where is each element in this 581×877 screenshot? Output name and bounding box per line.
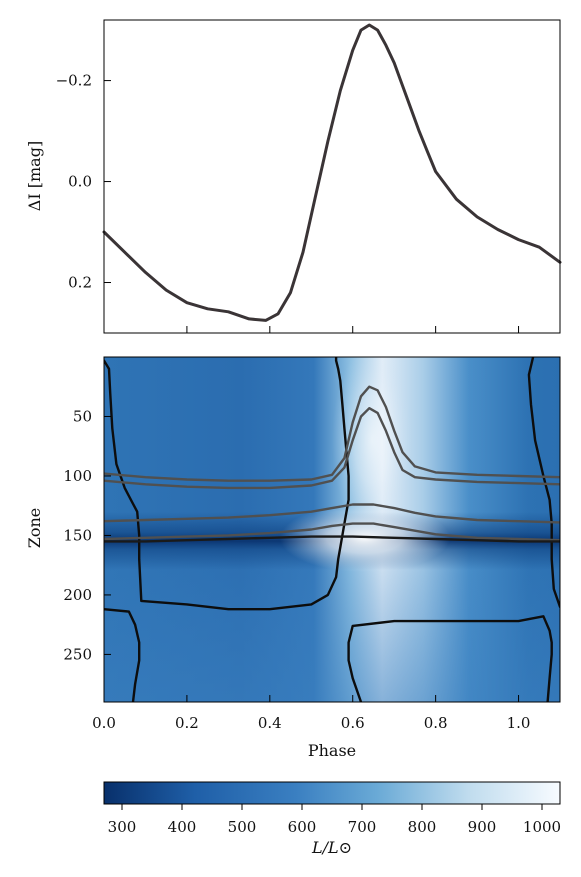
contour-line [104, 407, 560, 490]
contour-line [104, 608, 141, 702]
heatmap-contours [104, 357, 560, 702]
light-curve-plot-area [102, 23, 562, 322]
colorbar-tick-label: 600 [288, 818, 317, 836]
light-curve-panel: −0.2 0.0 0.2 ΔI [mag] [25, 19, 562, 334]
colorbar-tick-label: 500 [228, 818, 257, 836]
colorbar-tick-label: 800 [408, 818, 437, 836]
colorbar-tick-label: 300 [108, 818, 137, 836]
heatmap-xlabel: Phase [308, 741, 356, 760]
contour-line [104, 503, 560, 524]
heatmap-ytick-label: 100 [63, 467, 92, 485]
light-curve-frame [103, 19, 561, 334]
light-curve-ytick-label: −0.2 [56, 72, 92, 90]
heatmap-panel: 50 100 150 200 250 0.0 0.2 0.4 0.6 0.8 1.0 Zone Ph… [25, 356, 561, 760]
light-curve-ylabel: ΔI [mag] [25, 141, 44, 211]
light-curve-ytick-label: 0.0 [68, 173, 92, 191]
heatmap-xtick-label: 1.0 [507, 714, 531, 732]
colorbar-tick-label: 700 [348, 818, 377, 836]
heatmap-ytick-label: 200 [63, 586, 92, 604]
contour-line [104, 385, 560, 482]
heatmap-ticks: 50 100 150 200 250 0.0 0.2 0.4 0.6 0.8 1.0 [63, 407, 530, 732]
contour-line [104, 522, 560, 542]
heatmap-xtick-label: 0.6 [341, 714, 365, 732]
heatmap-ytick-label: 50 [73, 407, 92, 425]
heatmap-frame [103, 356, 561, 703]
colorbar-gradient [103, 781, 561, 805]
contour-line [347, 615, 553, 702]
colorbar-tick-label: 1000 [523, 818, 561, 836]
colorbar: 300 400 500 600 700 800 900 1000 L/L⊙ [103, 781, 561, 857]
colorbar-label: L/L⊙ [311, 838, 352, 857]
heatmap-xtick-label: 0.0 [92, 714, 116, 732]
heatmap-bright-column [332, 357, 412, 535]
heatmap-ylabel: Zone [25, 508, 44, 549]
light-curve-ticks: −0.2 0.0 0.2 [56, 72, 520, 333]
heatmap-xtick-label: 0.4 [258, 714, 282, 732]
heatmap-ytick-label: 150 [63, 526, 92, 544]
light-curve-ytick-label: 0.2 [68, 274, 92, 292]
colorbar-tick-label: 900 [468, 818, 497, 836]
light-curve-series-line [102, 23, 562, 322]
heatmap-xtick-label: 0.8 [424, 714, 448, 732]
heatmap-image [104, 357, 560, 702]
contour-line [104, 535, 560, 543]
contour-line [527, 357, 560, 608]
colorbar-tick-label: 400 [168, 818, 197, 836]
contour-line [104, 357, 350, 611]
colorbar-ticks: 300 400 500 600 700 800 900 1000 [108, 804, 561, 836]
heatmap-xtick-label: 0.2 [175, 714, 199, 732]
heatmap-ytick-label: 250 [63, 645, 92, 663]
